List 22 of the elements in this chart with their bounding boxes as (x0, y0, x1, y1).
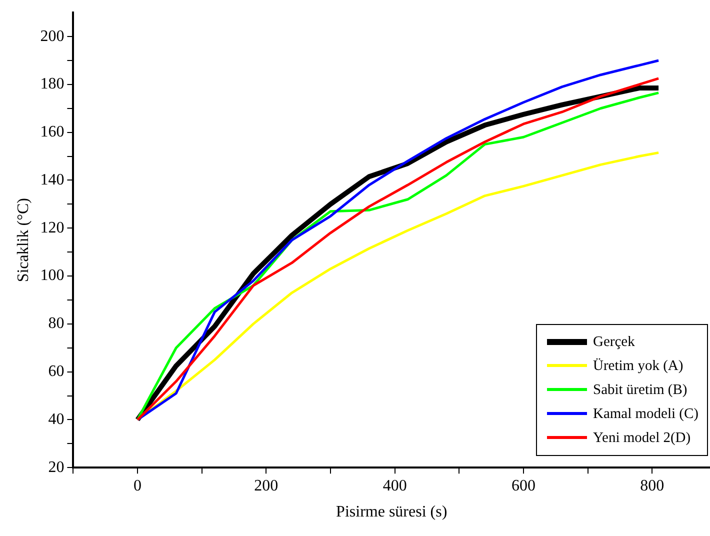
legend-label: Kamal modeli (C) (593, 404, 699, 424)
legend-label: Yeni model 2(D) (593, 428, 691, 448)
x-axis-title: Pisirme süresi (s) (336, 504, 448, 521)
y-tick-label: 180 (40, 76, 64, 93)
legend-label: Sabit üretim (B) (593, 380, 688, 400)
legend-label: Üretim yok (A) (593, 356, 684, 376)
y-tick-label: 40 (48, 410, 64, 428)
legend-label: Gerçek (593, 332, 635, 352)
y-tick-label: 60 (48, 363, 64, 380)
y-tick-label: 160 (40, 124, 64, 141)
y-tick-label: 140 (40, 171, 64, 188)
y-tick-label: 80 (48, 315, 64, 332)
x-tick-label: 0 (134, 477, 142, 494)
x-tick-label: 200 (254, 477, 278, 494)
x-tick-label: 400 (382, 477, 407, 494)
y-tick-label: 100 (40, 267, 64, 284)
y-tick-label: 200 (40, 28, 64, 45)
x-tick-label: 800 (640, 477, 664, 494)
x-tick-label: 600 (511, 477, 536, 494)
y-tick-label: 120 (40, 219, 64, 236)
y-axis-title: Sicaklik (°C) (14, 198, 32, 282)
y-tick-label: 20 (48, 458, 64, 476)
